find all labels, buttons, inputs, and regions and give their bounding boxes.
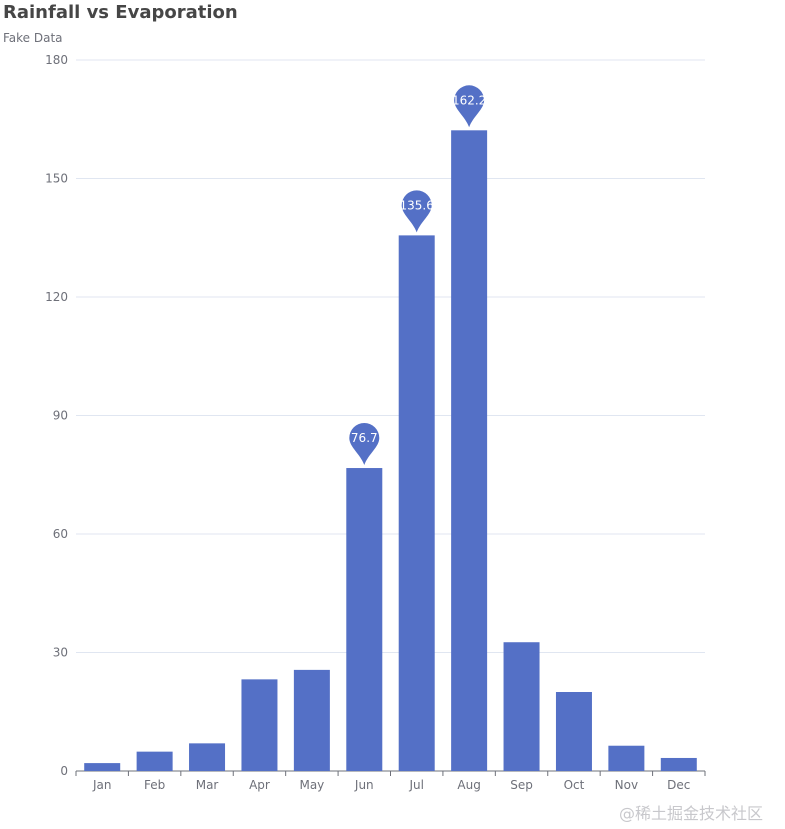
bar [84, 763, 121, 771]
bar [189, 743, 226, 771]
bar [660, 757, 697, 771]
x-tick-label: Sep [510, 778, 533, 792]
y-tick-label: 180 [45, 53, 68, 67]
chart-title: Rainfall vs Evaporation [3, 2, 238, 23]
x-tick-label: May [299, 778, 324, 792]
y-tick-label: 60 [53, 527, 68, 541]
bar [398, 235, 435, 771]
y-tick-label: 0 [60, 764, 68, 778]
mark-point-pin [454, 85, 485, 128]
mark-point-label: 76.7 [351, 431, 378, 445]
mark-point-pin [349, 423, 380, 466]
x-tick-label: Jul [408, 778, 423, 792]
bar [136, 751, 173, 771]
chart-subtitle: Fake Data [3, 31, 63, 45]
x-tick-label: Oct [564, 778, 585, 792]
x-tick-label: Mar [196, 778, 219, 792]
bar [346, 468, 383, 771]
y-tick-label: 90 [53, 409, 68, 423]
bar [555, 692, 592, 771]
bar [503, 642, 540, 771]
x-tick-label: Feb [144, 778, 165, 792]
mark-point-label: 135.6 [400, 198, 434, 212]
bar [451, 130, 488, 771]
x-tick-label: Jan [92, 778, 112, 792]
mark-point-pin [401, 190, 432, 233]
mark-point-label: 162.2 [452, 93, 486, 107]
x-tick-label: Aug [457, 778, 480, 792]
x-tick-label: Apr [249, 778, 270, 792]
y-tick-label: 120 [45, 290, 68, 304]
x-tick-label: Jun [354, 778, 374, 792]
x-tick-label: Nov [615, 778, 638, 792]
bar [241, 679, 278, 771]
bar [293, 669, 330, 771]
y-tick-label: 150 [45, 172, 68, 186]
x-tick-label: Dec [667, 778, 690, 792]
y-tick-label: 30 [53, 646, 68, 660]
watermark: @稀土掘金技术社区 [618, 804, 763, 823]
bar [608, 745, 645, 771]
